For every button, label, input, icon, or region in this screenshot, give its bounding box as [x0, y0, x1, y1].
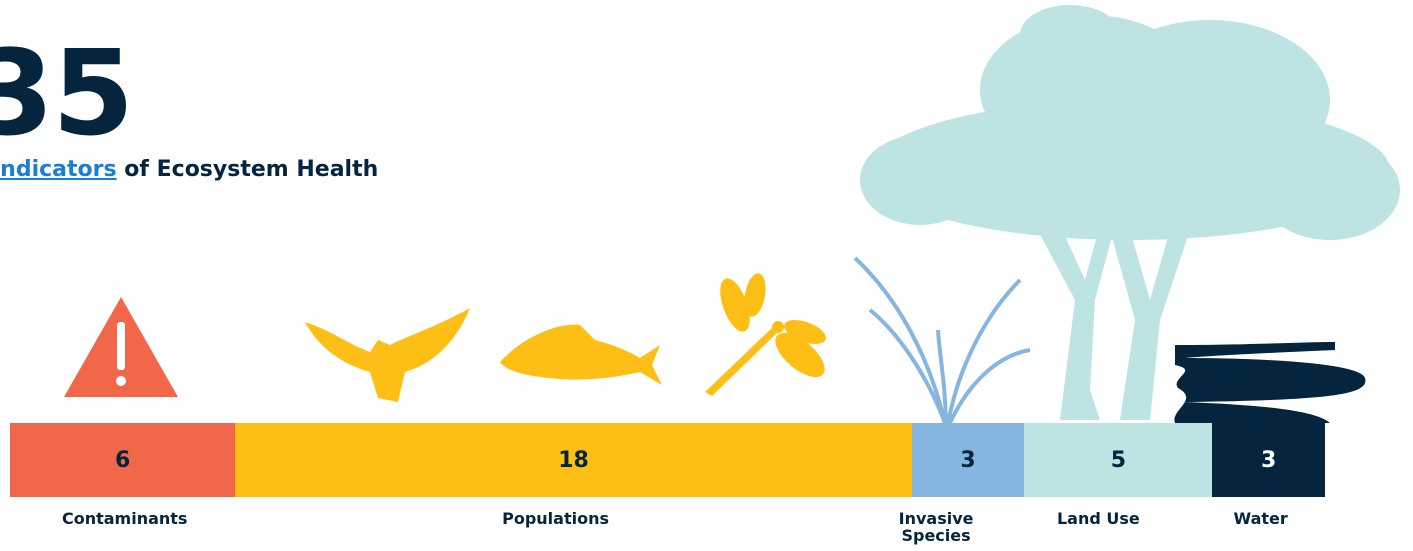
bar-segment: 3	[911, 423, 1025, 497]
warning-mark	[117, 322, 125, 370]
dragonfly-wing	[775, 332, 825, 378]
tree-icon	[860, 5, 1400, 420]
subtitle-text: of Ecosystem Health	[124, 157, 379, 182]
dragonfly-head	[772, 321, 784, 333]
water-icon	[1174, 342, 1366, 423]
subtitle: Indicators of Ecosystem Health	[0, 157, 378, 182]
indicators-link[interactable]: Indicators	[0, 157, 117, 182]
fish-icon	[500, 324, 662, 385]
dragonfly-body	[705, 325, 780, 396]
category-labels: Contaminants Populations Invasive Species L…	[10, 509, 1325, 545]
category-label: Invasive Species	[898, 509, 974, 545]
category-label: Contaminants	[61, 509, 188, 528]
bar-segment: 6	[10, 423, 236, 497]
bar-segment: 18	[235, 423, 912, 497]
eagle-icon	[305, 308, 470, 402]
bar-segment: 5	[1024, 423, 1213, 497]
headline: 35	[0, 24, 134, 162]
dragonfly-wing	[744, 273, 766, 317]
stacked-bar: 6 18 3 5 3	[10, 423, 1325, 497]
category-label: Water	[1233, 509, 1288, 528]
category-label: Land Use	[1056, 509, 1140, 528]
grass-icon	[853, 256, 1031, 424]
dragonfly-wing	[784, 319, 826, 345]
warning-dot	[116, 376, 126, 386]
dragonfly-wing	[720, 278, 750, 332]
category-label: Populations	[502, 509, 609, 528]
bar-segment: 3	[1212, 423, 1325, 497]
